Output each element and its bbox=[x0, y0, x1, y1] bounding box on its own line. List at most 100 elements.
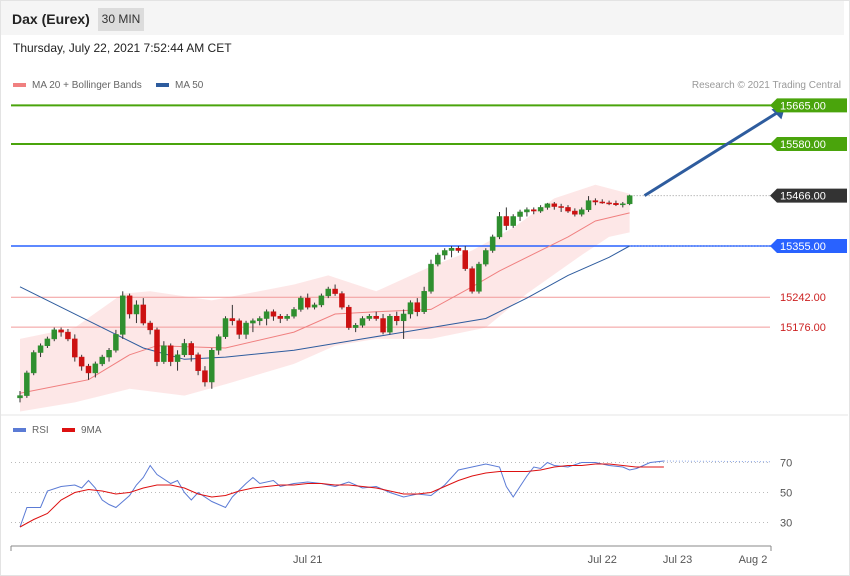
candle-up bbox=[578, 209, 585, 215]
candle-up bbox=[489, 236, 496, 251]
candle-up bbox=[291, 309, 297, 317]
candle-up bbox=[325, 288, 331, 297]
candle-down bbox=[154, 329, 160, 362]
candle-up bbox=[476, 263, 482, 292]
x-tick-label: Jul 23 bbox=[663, 554, 692, 566]
candle-up bbox=[366, 315, 373, 319]
ma50-line bbox=[19, 245, 630, 360]
candle-down bbox=[551, 203, 558, 207]
candle-down bbox=[565, 207, 571, 212]
candle-up bbox=[435, 254, 441, 265]
candle-down bbox=[613, 203, 619, 205]
rsi-line bbox=[19, 460, 664, 528]
candle-up bbox=[544, 203, 551, 208]
candle-down bbox=[304, 297, 311, 308]
candle-up bbox=[133, 304, 140, 315]
candle-up bbox=[181, 343, 188, 356]
timestamp: Thursday, July 22, 2021 7:52:44 AM CET bbox=[13, 41, 232, 55]
x-tick-label: Aug 2 bbox=[739, 554, 768, 566]
rsi-tick-label: 70 bbox=[780, 458, 792, 470]
candle-up bbox=[311, 304, 318, 308]
candle-up bbox=[99, 356, 105, 365]
candle-up bbox=[113, 334, 119, 351]
projection-arrow-shaft bbox=[643, 110, 781, 197]
candle-up bbox=[243, 322, 249, 335]
legend-rsi-swatch bbox=[13, 428, 26, 433]
price-label-15355.00: 15355.00 bbox=[780, 241, 826, 253]
candle-down bbox=[147, 322, 153, 331]
price-label-15242.00: 15242.00 bbox=[780, 292, 826, 304]
candle-up bbox=[517, 211, 523, 217]
candle-up bbox=[400, 313, 407, 322]
candle-down bbox=[236, 320, 242, 335]
candle-up bbox=[24, 372, 30, 396]
legend-ma50-swatch bbox=[156, 83, 169, 88]
candle-down bbox=[202, 370, 208, 383]
price-tag-15466.00 bbox=[770, 188, 847, 203]
legend-ma50: MA 50 bbox=[156, 80, 203, 91]
candle-up bbox=[448, 247, 455, 251]
legend-ma20-swatch bbox=[13, 83, 26, 88]
candle-down bbox=[503, 216, 510, 226]
candle-down bbox=[462, 250, 468, 269]
candle-up bbox=[626, 195, 633, 205]
candle-up bbox=[284, 315, 290, 319]
rsi-tick-label: 50 bbox=[780, 488, 792, 500]
interval-button[interactable]: 30 MIN bbox=[98, 8, 144, 31]
candle-up bbox=[30, 352, 37, 374]
candle-up bbox=[161, 345, 167, 362]
candle-down bbox=[195, 354, 201, 371]
candle-down bbox=[558, 206, 564, 208]
candle-up bbox=[510, 216, 516, 226]
candle-up bbox=[407, 302, 414, 315]
chart-header: Dax (Eurex) 30 MIN bbox=[1, 1, 844, 35]
candle-up bbox=[37, 345, 44, 353]
rsi-ma-line bbox=[19, 463, 664, 528]
candle-down bbox=[373, 315, 379, 319]
candle-up bbox=[298, 297, 304, 310]
price-tag-15355.00 bbox=[770, 238, 847, 253]
candle-up bbox=[44, 338, 51, 346]
candle-up bbox=[537, 207, 544, 212]
candle-up bbox=[51, 329, 57, 340]
candle-down bbox=[414, 302, 421, 312]
ma20-line bbox=[19, 212, 630, 394]
candle-down bbox=[531, 209, 537, 212]
candle-down bbox=[58, 329, 64, 333]
candle-down bbox=[394, 315, 400, 322]
legend-rsi-ma: 9MA bbox=[62, 425, 102, 436]
price-label-15665.00: 15665.00 bbox=[780, 100, 826, 112]
candle-down bbox=[380, 318, 386, 333]
candle-down bbox=[346, 306, 352, 328]
legend-ma20: MA 20 + Bollinger Bands bbox=[13, 80, 142, 91]
candle-up bbox=[92, 363, 99, 374]
candle-down bbox=[572, 210, 578, 215]
candle-up bbox=[359, 318, 366, 326]
candle-up bbox=[174, 354, 181, 362]
candle-down bbox=[469, 268, 475, 292]
credit-text: Research © 2021 Trading Central bbox=[691, 80, 841, 91]
candle-down bbox=[339, 293, 345, 308]
candle-up bbox=[209, 350, 215, 383]
rsi-tick-label: 30 bbox=[780, 518, 792, 530]
rsi-projection bbox=[663, 460, 771, 463]
candle-up bbox=[483, 250, 489, 265]
legend-rsi-ma-swatch bbox=[62, 428, 75, 433]
candle-up bbox=[387, 315, 393, 333]
candle-up bbox=[421, 291, 427, 312]
candle-down bbox=[72, 338, 78, 358]
candle-down bbox=[599, 201, 605, 204]
price-label-15466.00: 15466.00 bbox=[780, 191, 826, 203]
candle-up bbox=[620, 203, 626, 206]
instrument-title: Dax (Eurex) bbox=[12, 11, 90, 27]
bollinger-band-area bbox=[20, 184, 630, 412]
candle-up bbox=[318, 295, 325, 306]
candle-up bbox=[17, 395, 23, 399]
x-tick-label: Jul 21 bbox=[293, 554, 322, 566]
legend-rsi: RSI bbox=[13, 425, 49, 436]
candle-up bbox=[441, 250, 448, 256]
candle-up bbox=[524, 209, 530, 213]
candle-down bbox=[65, 331, 71, 340]
candle-down bbox=[592, 200, 599, 203]
